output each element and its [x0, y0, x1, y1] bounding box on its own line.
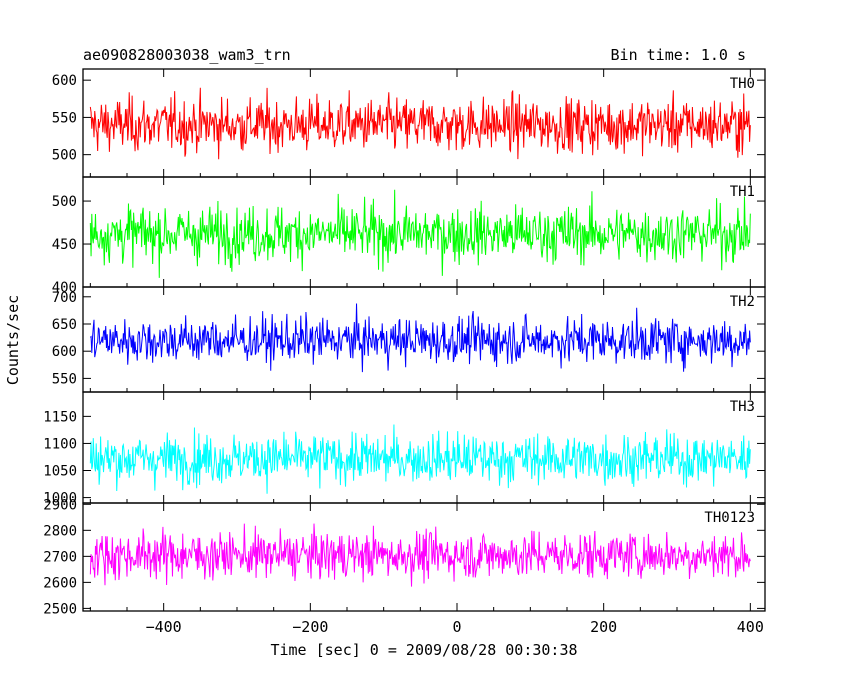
panel-label-th0: TH0 [730, 76, 755, 92]
y-tick-label: 700 [52, 290, 77, 306]
y-tick-label: 500 [52, 148, 77, 164]
x-tick-label: 200 [590, 618, 617, 636]
y-axis-label: Counts/sec [4, 295, 22, 385]
panel-label-th3: TH3 [730, 399, 755, 415]
y-tick-label: 2900 [43, 497, 77, 513]
y-tick-label: 2700 [43, 549, 77, 565]
y-tick-label: 600 [52, 344, 77, 360]
series-line-th1 [89, 189, 751, 278]
y-tick-label: 2600 [43, 575, 77, 591]
series-line-th0123 [89, 523, 751, 587]
y-tick-label: 1000 [43, 491, 77, 507]
x-tick-label: 400 [737, 618, 764, 636]
y-tick-label: 1150 [43, 409, 77, 425]
y-tick-label: 2800 [43, 523, 77, 539]
panel-frame [82, 502, 766, 612]
panel-label-th1: TH1 [730, 184, 755, 200]
x-axis: −400 −200 0 200 400 [89, 69, 764, 636]
x-tick-label: 0 [452, 618, 461, 636]
y-tick-label: 2500 [43, 601, 77, 617]
y-tick-label: 400 [52, 280, 77, 296]
panel-th0123: 2500 2600 2700 2800 2900 TH0123 [43, 497, 766, 617]
y-tick-label: 1050 [43, 464, 77, 480]
x-tick-label: −400 [146, 618, 182, 636]
x-axis-label: Time [sec] 0 = 2009/08/28 00:30:38 [270, 641, 577, 659]
series-line-th0 [89, 87, 751, 160]
panel-th2: 550 600 650 700 TH2 [52, 286, 766, 393]
panel-label-th0123: TH0123 [704, 510, 755, 526]
y-tick-label: 500 [52, 194, 77, 210]
chart-title: ae090828003038_wam3_trn [83, 46, 291, 64]
bin-time-label: Bin time: 1.0 s [611, 46, 746, 64]
panels-group: 500 550 600 TH0 400 450 500 TH1 550 600 650 700 TH2 1… [43, 68, 766, 617]
panel-label-th2: TH2 [730, 294, 755, 310]
y-tick-label: 1100 [43, 436, 77, 452]
y-tick-label: 450 [52, 237, 77, 253]
y-tick-label: 650 [52, 317, 77, 333]
x-tick-label: −200 [292, 618, 328, 636]
series-line-th2 [89, 303, 751, 373]
y-tick-label: 600 [52, 73, 77, 89]
series-line-th3 [89, 424, 751, 494]
y-tick-label: 550 [52, 371, 77, 387]
y-tick-label: 550 [52, 110, 77, 126]
